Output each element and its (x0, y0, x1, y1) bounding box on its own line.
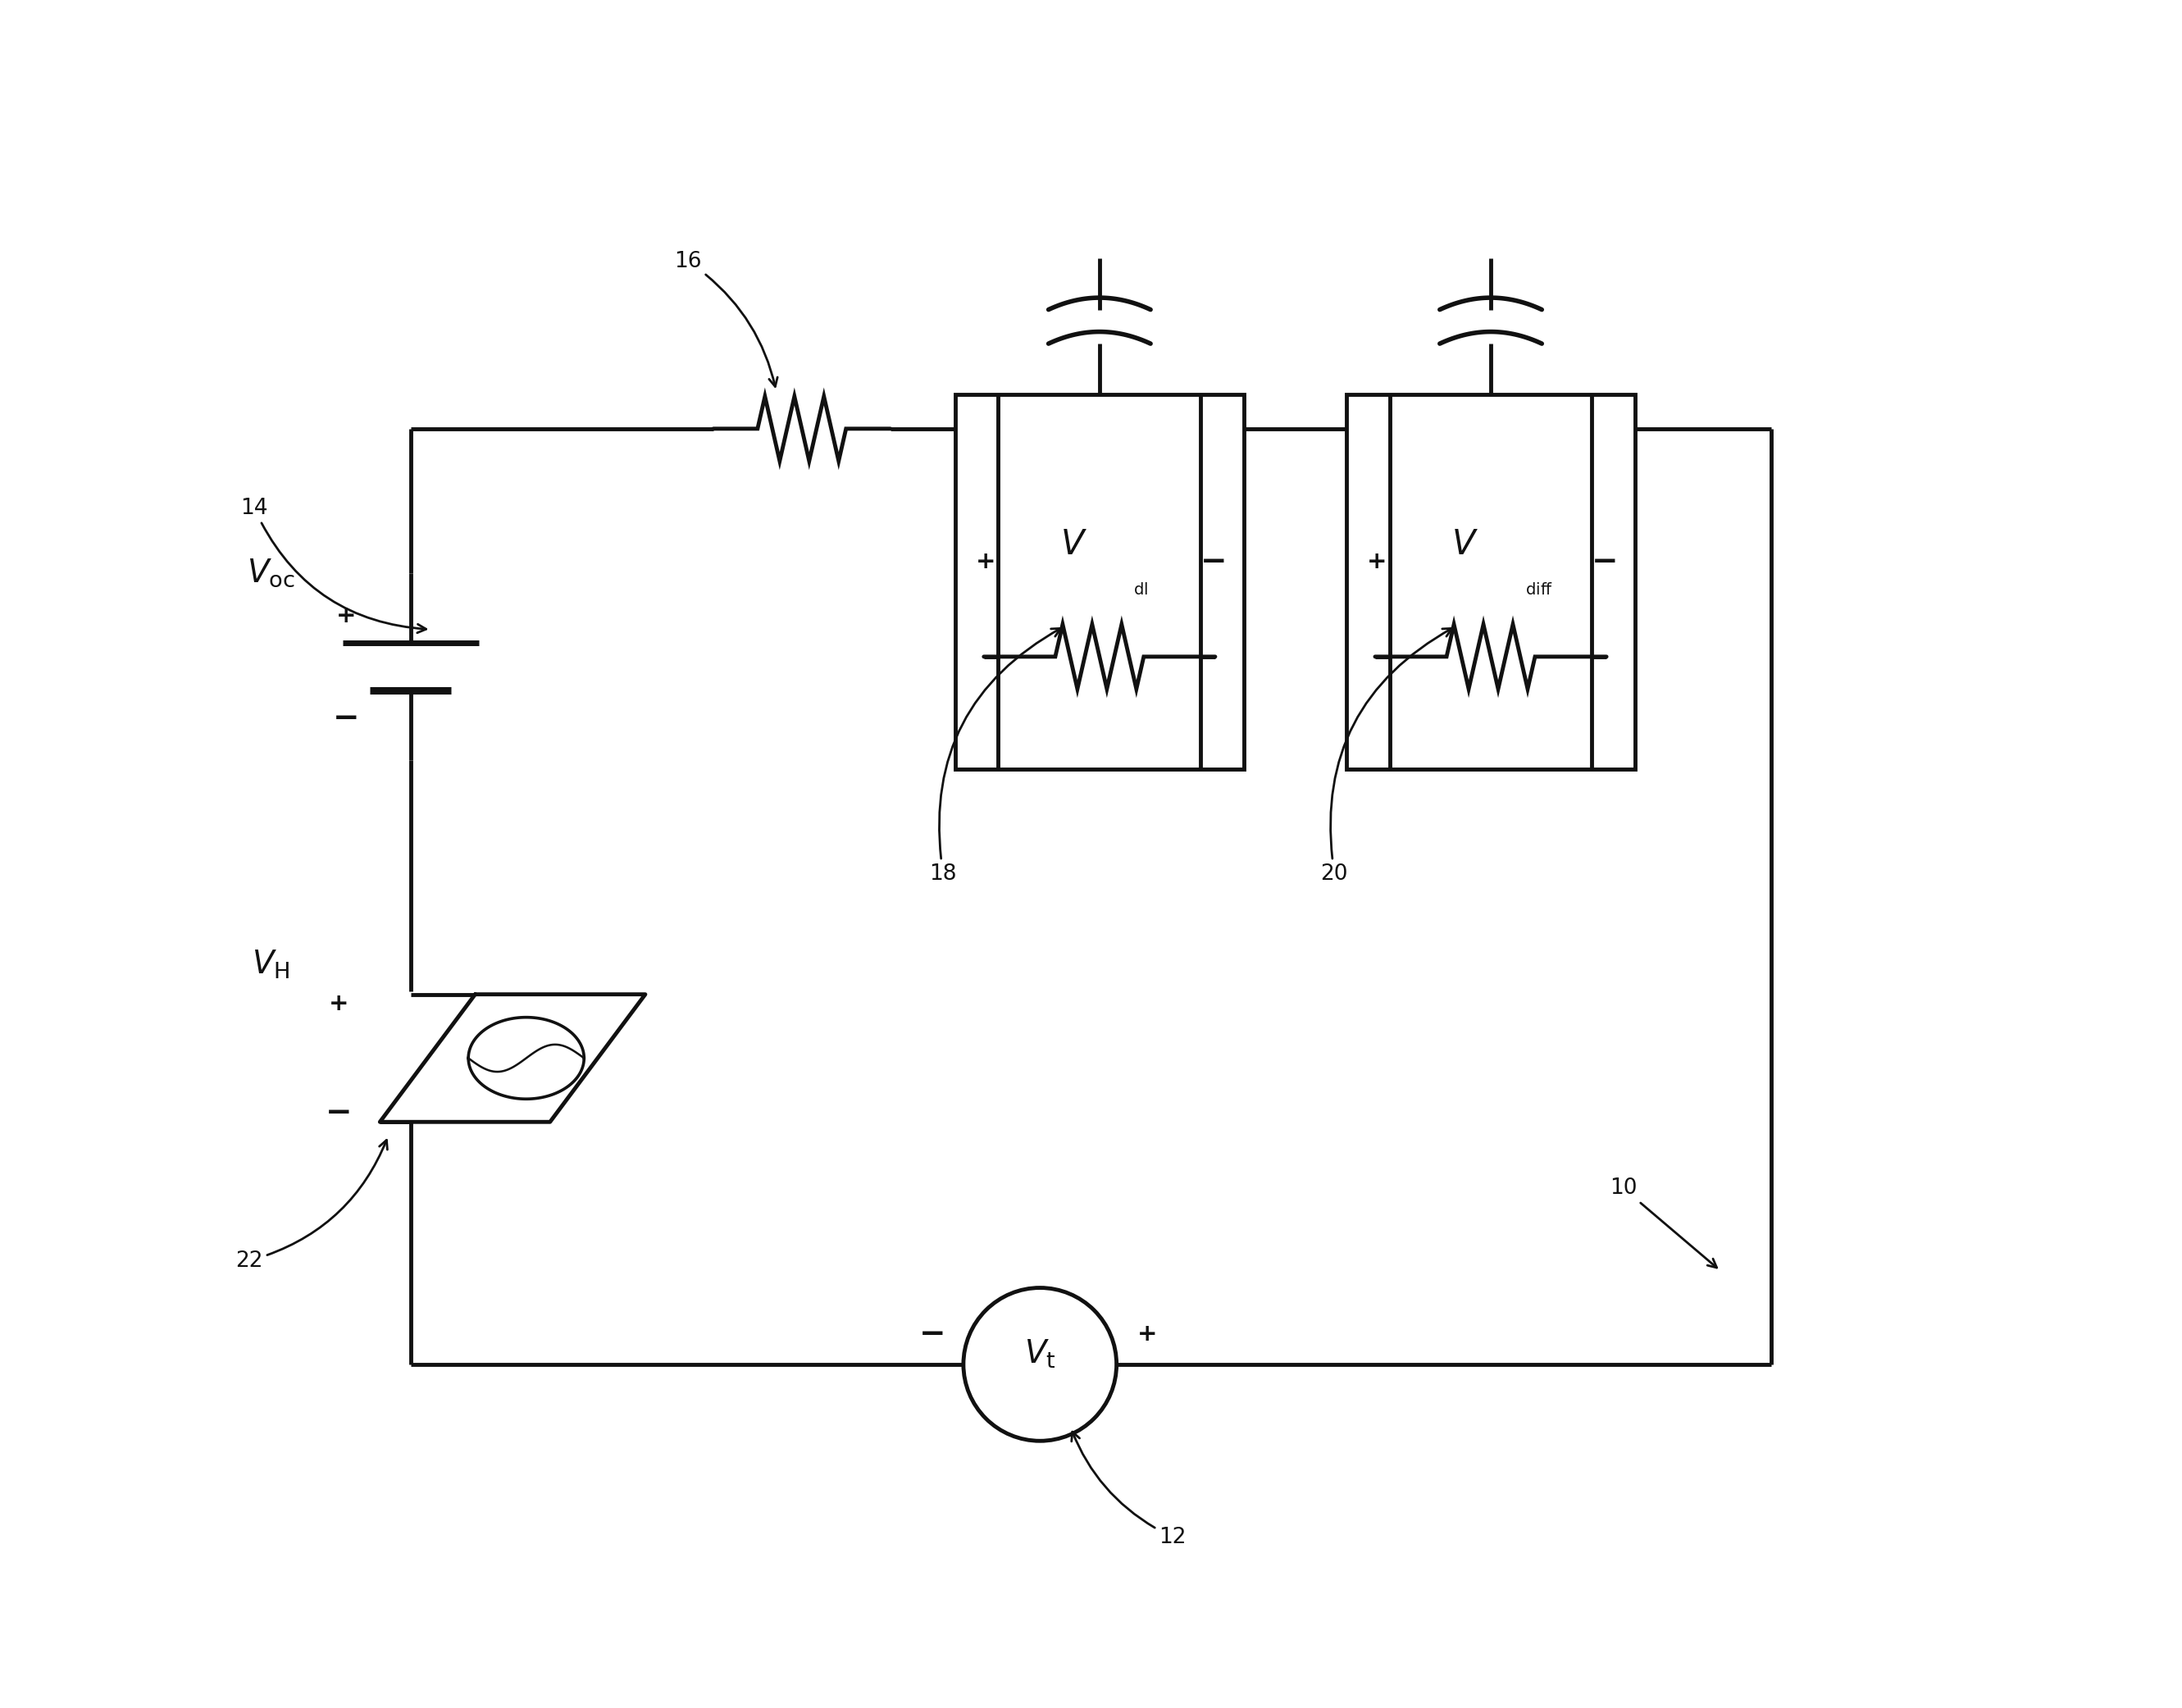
Text: 20: 20 (1320, 629, 1451, 885)
Text: $V_{\mathrm{H}}$: $V_{\mathrm{H}}$ (251, 948, 290, 980)
Text: +: + (1137, 1322, 1156, 1346)
Text: $V_{\mathrm{t}}$: $V_{\mathrm{t}}$ (1023, 1337, 1056, 1370)
Text: −: − (332, 702, 360, 733)
Text: −: − (1200, 547, 1226, 577)
Text: $V_{\mathrm{oc}}$: $V_{\mathrm{oc}}$ (247, 557, 295, 589)
Text: +: + (975, 550, 995, 572)
Text: −: − (325, 1097, 353, 1129)
Text: $_{\mathrm{diff}}$: $_{\mathrm{diff}}$ (1525, 574, 1554, 596)
Text: $V$: $V$ (1060, 528, 1087, 562)
Text: −: − (1591, 547, 1619, 577)
Text: $_{\mathrm{dl}}$: $_{\mathrm{dl}}$ (1132, 574, 1148, 596)
Text: 14: 14 (240, 497, 425, 634)
Text: +: + (1366, 550, 1388, 572)
Text: $V$: $V$ (1451, 528, 1479, 562)
Text: −: − (919, 1319, 947, 1349)
Text: 18: 18 (930, 629, 1060, 885)
Text: 12: 12 (1071, 1431, 1187, 1547)
Text: +: + (336, 605, 356, 627)
Text: +: + (329, 992, 349, 1015)
Text: 16: 16 (674, 251, 777, 386)
Text: 22: 22 (236, 1139, 388, 1271)
Bar (956, 395, 1244, 769)
Bar (1346, 395, 1634, 769)
Text: 10: 10 (1610, 1179, 1717, 1267)
